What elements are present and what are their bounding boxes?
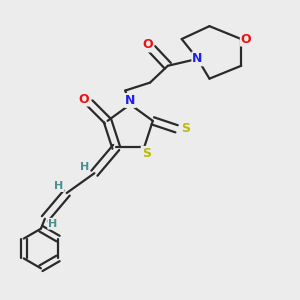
Text: N: N — [192, 52, 203, 65]
Text: N: N — [125, 94, 135, 107]
Text: O: O — [143, 38, 153, 52]
Text: H: H — [80, 162, 89, 172]
Text: O: O — [241, 32, 251, 46]
Text: H: H — [48, 219, 57, 229]
Text: O: O — [79, 93, 89, 106]
Text: H: H — [54, 181, 63, 191]
Text: S: S — [142, 147, 151, 160]
Text: S: S — [181, 122, 190, 135]
